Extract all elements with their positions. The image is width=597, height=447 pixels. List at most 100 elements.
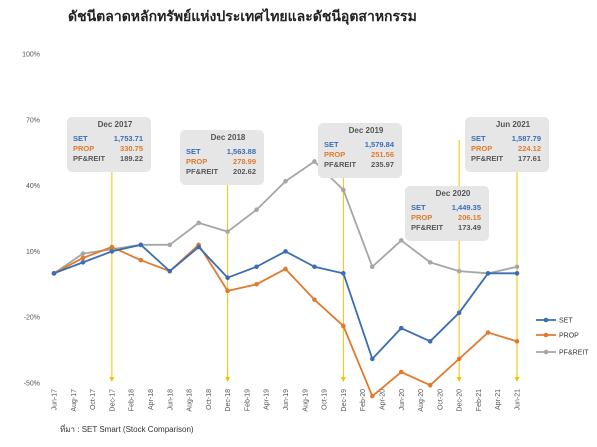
legend-marker: [543, 317, 549, 323]
annotation-value: 1,753.71: [114, 134, 143, 143]
x-tick-label: Aug-19: [302, 389, 309, 412]
data-point: [312, 264, 317, 270]
data-point: [254, 207, 259, 213]
annotation-label: SET: [324, 140, 339, 149]
x-tick-label: Feb-20: [360, 389, 367, 411]
data-point: [341, 271, 346, 276]
marker-arrow: [514, 377, 520, 382]
marker-arrow: [456, 377, 462, 382]
x-tick-label: Oct-20: [437, 389, 444, 410]
data-point: [80, 255, 86, 261]
annotation-value: 330.75: [120, 144, 143, 153]
annotation-value: 235.97: [371, 160, 394, 169]
annotation-value: 1,579.84: [365, 140, 395, 149]
annotation-label: PF&REIT: [186, 167, 219, 176]
data-point: [138, 257, 144, 263]
data-point: [456, 356, 462, 362]
annotation-value: 202.62: [233, 167, 256, 176]
y-tick-label: 100%: [22, 52, 40, 59]
data-point: [427, 382, 433, 388]
data-point: [312, 297, 317, 302]
x-tick-label: Apr-19: [264, 389, 271, 410]
data-point: [456, 268, 462, 274]
series-lines: [51, 159, 520, 399]
annotation-value: 173.49: [458, 223, 481, 232]
annotation-title: Dec 2017: [98, 120, 133, 129]
data-point: [167, 268, 173, 274]
annotation-label: SET: [73, 134, 88, 143]
annotation-label: PROP: [186, 157, 207, 166]
data-point: [341, 323, 346, 329]
legend-item: PROP: [536, 333, 579, 340]
data-point: [196, 220, 201, 226]
legend-item: SET: [536, 318, 573, 325]
annotation-value: 224.12: [518, 144, 541, 153]
y-tick-label: -20%: [24, 315, 40, 322]
data-point: [485, 271, 491, 276]
data-point: [370, 393, 375, 399]
annotation-value: 1,563.88: [227, 147, 256, 156]
marker-lines: [109, 140, 520, 382]
data-point: [138, 242, 144, 248]
legend: SET PROP PF&REIT: [536, 318, 589, 357]
x-tick-label: Oct-19: [322, 389, 329, 410]
annotation-box-background: [67, 117, 151, 172]
data-point: [398, 325, 404, 331]
annotation-label: SET: [411, 203, 426, 212]
annotation-label: PF&REIT: [471, 154, 504, 163]
data-point: [514, 264, 520, 270]
annotation-value: 189.22: [120, 154, 143, 163]
data-point: [312, 159, 317, 164]
annotation-box: Dec 2017 SET 1,753.71 PROP 330.75 PF&REIT 189.…: [67, 117, 151, 172]
data-point: [51, 271, 57, 276]
y-tick-label: 40%: [26, 183, 40, 190]
legend-marker: [543, 349, 549, 355]
y-tick-label: 10%: [26, 249, 40, 256]
x-tick-label: Apr-20: [379, 389, 386, 410]
annotation-box-background: [465, 117, 549, 172]
legend-label: PF&REIT: [559, 350, 589, 357]
y-axis: 100% 70% 40% 10% -20% -50%: [22, 52, 40, 388]
annotation-value: 1,449.35: [452, 203, 481, 212]
data-point: [341, 187, 346, 193]
annotation-box: Dec 2018 SET 1,563.88 PROP 278.99 PF&REIT 202.…: [180, 130, 264, 185]
data-point: [225, 275, 230, 281]
annotation-value: 1,587.79: [512, 134, 541, 143]
data-point: [398, 369, 404, 375]
x-tick-label: Dec-20: [457, 389, 464, 412]
x-tick-label: Aug-20: [418, 389, 425, 412]
x-tick-label: Feb-21: [476, 389, 483, 411]
marker-arrow: [340, 377, 346, 382]
data-point: [254, 282, 259, 287]
marker-arrow: [225, 377, 231, 382]
annotation-box: Jun 2021 SET 1,587.79 PROP 224.12 PF&REIT 177.…: [465, 117, 549, 172]
data-point: [514, 271, 520, 276]
x-tick-label: Aug-18: [187, 389, 194, 412]
annotation-label: PF&REIT: [324, 160, 357, 169]
annotation-box-background: [180, 130, 264, 185]
annotation-boxes: Dec 2017 SET 1,753.71 PROP 330.75 PF&REIT 189.…: [67, 117, 549, 241]
x-tick-label: Dec-18: [225, 389, 232, 412]
x-tick-label: Jun-21: [515, 389, 522, 411]
data-point: [370, 264, 375, 270]
annotation-label: PF&REIT: [73, 154, 106, 163]
data-point: [283, 178, 288, 184]
data-point: [514, 339, 520, 344]
x-tick-label: Jun-19: [283, 389, 290, 411]
source-note: ที่มา : SET Smart (Stock Comparison): [60, 423, 194, 434]
x-tick-label: Dec-19: [341, 389, 348, 412]
data-point: [80, 251, 86, 256]
annotation-label: SET: [471, 134, 486, 143]
data-point: [456, 310, 462, 316]
data-point: [370, 356, 375, 362]
data-point: [225, 229, 230, 234]
annotation-title: Dec 2019: [349, 126, 384, 135]
x-tick-label: Dec-17: [109, 389, 116, 412]
annotation-title: Dec 2018: [211, 133, 246, 142]
chart-title: ดัชนีตลาดหลักทรัพย์แห่งประเทศไทยและดัชนี…: [68, 7, 417, 25]
data-point: [109, 244, 115, 250]
annotation-label: PROP: [324, 150, 345, 159]
data-point: [283, 266, 288, 272]
data-point: [283, 249, 288, 254]
